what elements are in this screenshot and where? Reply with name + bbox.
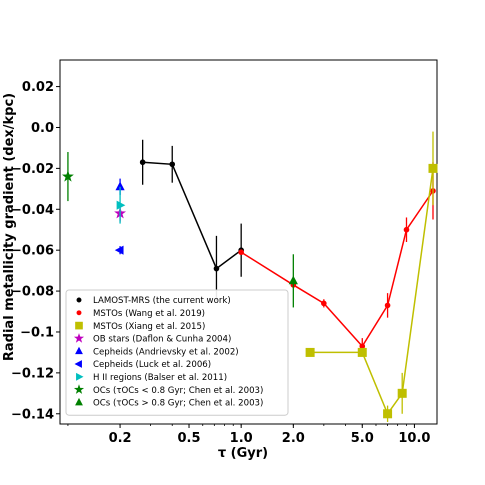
plot-frame bbox=[59, 59, 438, 425]
legend-marker bbox=[75, 397, 83, 406]
legend-label: Cepheids (Luck et al. 2006) bbox=[93, 360, 211, 370]
legend-label: H II regions (Balser et al. 2011) bbox=[93, 373, 227, 383]
legend-label: MSTOs (Wang et al. 2019) bbox=[93, 309, 205, 319]
data-point bbox=[169, 161, 176, 168]
legend-label: OCs (τOCs < 0.8 Gyr; Chen et al. 2003) bbox=[93, 386, 263, 396]
x-tick-label: 1.0 bbox=[230, 431, 253, 446]
data-point bbox=[383, 409, 393, 419]
legend-marker bbox=[73, 384, 85, 394]
legend-marker bbox=[76, 310, 82, 316]
y-axis: 0.02 0.0 −0.02 −0.04 −0.06 −0.08 −0.1 −0.12 −0.1… bbox=[11, 80, 60, 422]
legend-item: Cepheids (Luck et al. 2006) bbox=[74, 360, 211, 370]
legend-box bbox=[65, 289, 289, 416]
series-6 bbox=[116, 186, 126, 224]
legend-marker bbox=[75, 346, 83, 355]
series-line bbox=[142, 161, 242, 270]
data-point bbox=[403, 226, 410, 233]
legend-item: LAMOST-MRS (the current work) bbox=[76, 296, 231, 306]
data-point bbox=[288, 275, 298, 285]
data-point bbox=[116, 200, 126, 210]
data-point bbox=[213, 265, 220, 272]
y-axis-label: Radial metallicity gradient (dex/kpc) bbox=[2, 93, 17, 361]
y-tick-label: −0.04 bbox=[11, 203, 54, 218]
data-point bbox=[238, 249, 244, 256]
legend-label: LAMOST-MRS (the current work) bbox=[93, 296, 231, 306]
data-point bbox=[305, 347, 315, 357]
x-tick-label: 2.0 bbox=[282, 431, 305, 446]
legend-marker bbox=[76, 297, 82, 303]
y-tick-label: −0.06 bbox=[11, 244, 54, 259]
legend-item: OCs (τOCs < 0.8 Gyr; Chen et al. 2003) bbox=[73, 384, 263, 396]
legend-marker bbox=[74, 360, 82, 368]
series-7 bbox=[61, 152, 74, 202]
y-tick-label: −0.14 bbox=[11, 407, 54, 422]
x-tick-label: 0.5 bbox=[178, 431, 201, 446]
y-tick-label: −0.12 bbox=[11, 366, 54, 381]
legend-label: OCs (τOCs > 0.8 Gyr; Chen et al. 2003) bbox=[93, 399, 263, 409]
data-point bbox=[384, 302, 391, 309]
x-tick-label: 5.0 bbox=[351, 431, 374, 446]
y-tick-label: −0.08 bbox=[11, 285, 54, 300]
data-point bbox=[321, 300, 327, 307]
x-axis: 0.2 0.5 1.0 2.0 5.0 10.0 bbox=[67, 424, 430, 446]
legend-item: Cepheids (Andrievsky et al. 2002) bbox=[75, 346, 239, 357]
legend-label: Cepheids (Andrievsky et al. 2002) bbox=[93, 347, 239, 357]
y-tick-label: 0.02 bbox=[22, 80, 54, 95]
legend-item: MSTOs (Wang et al. 2019) bbox=[76, 309, 205, 319]
x-tick-label: 10.0 bbox=[398, 431, 430, 446]
data-point bbox=[115, 181, 125, 191]
legend-label: OB stars (Daflon & Cunha 2004) bbox=[93, 335, 231, 345]
legend-marker bbox=[73, 333, 85, 343]
y-tick-label: −0.02 bbox=[11, 162, 54, 177]
legend-marker bbox=[75, 321, 83, 330]
data-point bbox=[397, 388, 407, 398]
x-tick-label: 0.2 bbox=[109, 431, 132, 446]
legend-marker bbox=[76, 372, 84, 381]
data-point bbox=[139, 159, 146, 166]
plot-area bbox=[59, 59, 438, 425]
y-tick-label: −0.1 bbox=[20, 325, 54, 340]
data-point bbox=[61, 170, 74, 182]
data-point bbox=[114, 245, 124, 255]
data-point bbox=[357, 347, 367, 357]
legend-label: MSTOs (Xiang et al. 2015) bbox=[93, 322, 205, 332]
series-8 bbox=[288, 254, 298, 308]
series-layer bbox=[61, 131, 438, 422]
legend-item: OCs (τOCs > 0.8 Gyr; Chen et al. 2003) bbox=[75, 397, 263, 409]
legend-item: OB stars (Daflon & Cunha 2004) bbox=[73, 333, 231, 345]
data-point bbox=[428, 163, 438, 173]
legend-item: H II regions (Balser et al. 2011) bbox=[76, 372, 227, 383]
legend: LAMOST-MRS (the current work) MSTOs (Wang… bbox=[65, 289, 289, 416]
series-5 bbox=[114, 245, 124, 255]
series-2 bbox=[305, 131, 438, 422]
legend-item: MSTOs (Xiang et al. 2015) bbox=[75, 321, 205, 332]
y-tick-label: 0.0 bbox=[31, 121, 54, 136]
x-axis-label: τ (Gyr) bbox=[218, 446, 268, 461]
data-point bbox=[359, 343, 366, 350]
